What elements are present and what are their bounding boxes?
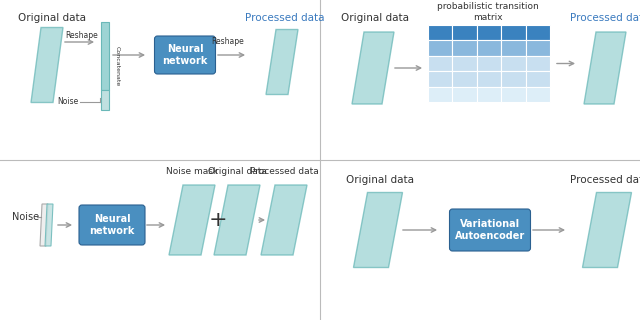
Polygon shape: [214, 185, 260, 255]
Bar: [525, 71, 550, 87]
Polygon shape: [169, 185, 215, 255]
Bar: [452, 40, 477, 56]
Polygon shape: [40, 204, 48, 246]
Bar: [525, 56, 550, 71]
Bar: [501, 56, 525, 71]
Text: Neural
network: Neural network: [163, 44, 208, 66]
Text: Neural
network: Neural network: [90, 214, 134, 236]
Text: Processed data: Processed data: [570, 175, 640, 185]
Text: probabilistic transition
matrix: probabilistic transition matrix: [437, 2, 539, 22]
Text: Concatenate: Concatenate: [115, 46, 120, 86]
Bar: [452, 56, 477, 71]
Polygon shape: [582, 193, 632, 268]
Bar: [477, 25, 501, 40]
Bar: [428, 56, 452, 71]
Bar: [501, 25, 525, 40]
Text: Original data: Original data: [346, 175, 414, 185]
Bar: [428, 71, 452, 87]
Bar: [428, 87, 452, 102]
Bar: [477, 40, 501, 56]
Text: Reshape: Reshape: [66, 30, 99, 39]
Polygon shape: [31, 28, 63, 102]
Bar: [501, 40, 525, 56]
Polygon shape: [584, 32, 626, 104]
Text: Processed data: Processed data: [250, 167, 318, 177]
Bar: [525, 40, 550, 56]
Text: Processed data: Processed data: [570, 13, 640, 23]
Text: Noise mask: Noise mask: [166, 167, 218, 177]
Text: Original data: Original data: [18, 13, 86, 23]
Bar: [525, 25, 550, 40]
Bar: [452, 71, 477, 87]
Bar: [452, 25, 477, 40]
FancyBboxPatch shape: [79, 205, 145, 245]
Polygon shape: [352, 32, 394, 104]
Text: Noise: Noise: [57, 98, 78, 107]
Polygon shape: [353, 193, 403, 268]
Text: Noise: Noise: [12, 212, 39, 222]
Text: +: +: [209, 210, 227, 230]
Bar: [101, 90, 109, 110]
FancyBboxPatch shape: [154, 36, 216, 74]
Bar: [477, 87, 501, 102]
FancyBboxPatch shape: [449, 209, 531, 251]
Text: Variational
Autoencoder: Variational Autoencoder: [455, 219, 525, 241]
Text: Reshape: Reshape: [212, 37, 244, 46]
Bar: [477, 71, 501, 87]
Polygon shape: [45, 204, 53, 246]
Bar: [428, 25, 452, 40]
Bar: [501, 87, 525, 102]
Polygon shape: [266, 29, 298, 94]
Polygon shape: [261, 185, 307, 255]
Text: Original data: Original data: [341, 13, 409, 23]
Bar: [452, 87, 477, 102]
Text: Processed data: Processed data: [245, 13, 324, 23]
Bar: [477, 56, 501, 71]
Bar: [525, 87, 550, 102]
Bar: [101, 22, 109, 90]
Bar: [501, 71, 525, 87]
Text: Original data: Original data: [207, 167, 266, 177]
Bar: [428, 40, 452, 56]
